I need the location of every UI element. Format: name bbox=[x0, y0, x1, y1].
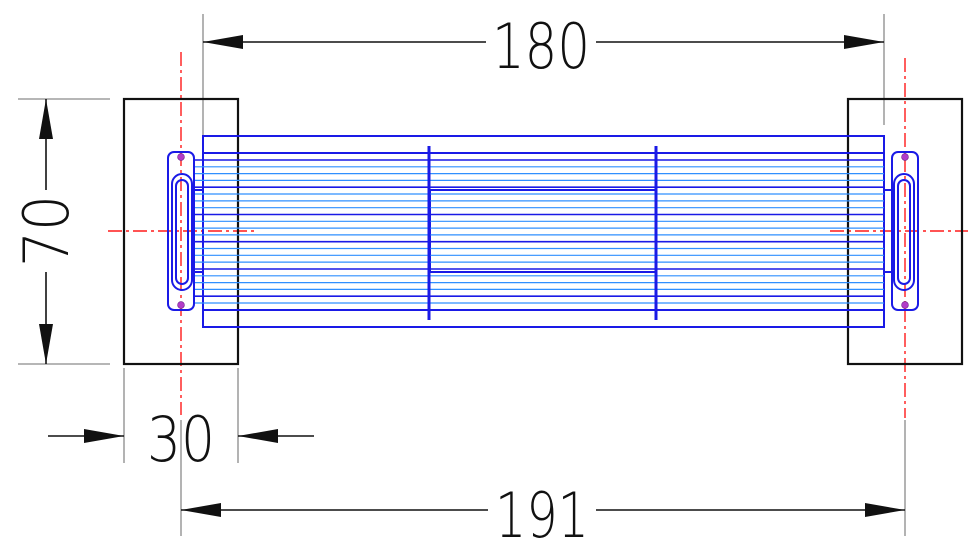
dimension-30: 30 bbox=[48, 403, 314, 476]
core-inner-frame bbox=[202, 152, 885, 311]
dimension-180-label: 180 bbox=[492, 10, 590, 83]
left-bottom-hole bbox=[177, 301, 185, 309]
right-top-hole bbox=[901, 153, 909, 161]
dimension-191-label: 191 bbox=[495, 479, 589, 543]
dimension-180: 180 bbox=[203, 10, 884, 83]
core-inner-window bbox=[429, 189, 657, 273]
dimension-30-label: 30 bbox=[147, 403, 215, 476]
core-outline bbox=[202, 135, 885, 328]
dimension-70-label: 70 bbox=[10, 195, 83, 267]
left-end-block bbox=[122, 97, 240, 366]
left-top-hole bbox=[177, 153, 185, 161]
extension-lines bbox=[18, 14, 906, 536]
right-end-block bbox=[846, 97, 964, 366]
dimension-191: 191 bbox=[181, 479, 905, 543]
tube-lines bbox=[194, 159, 884, 304]
dimension-70: 70 bbox=[10, 99, 83, 364]
core-assembly bbox=[194, 135, 885, 328]
right-bottom-hole bbox=[901, 301, 909, 309]
right-header bbox=[884, 151, 919, 311]
left-header bbox=[167, 151, 203, 311]
